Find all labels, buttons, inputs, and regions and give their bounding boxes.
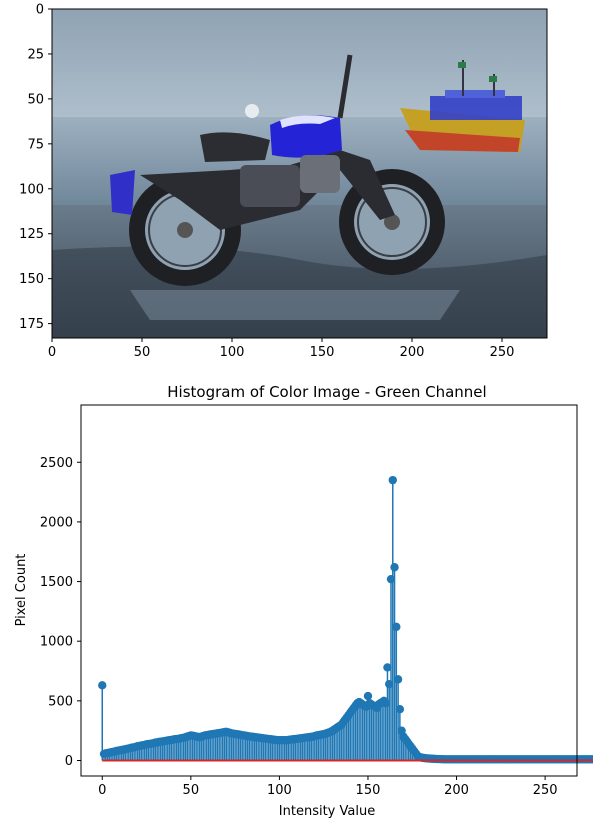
hist-y-tick-label: 1000	[40, 635, 73, 650]
hist-x-tick-label: 100	[267, 783, 292, 798]
image-x-tick-label: 250	[490, 345, 515, 360]
hist-x-tick-label: 200	[444, 783, 469, 798]
stem-marker	[363, 691, 373, 701]
chart-title: Histogram of Color Image - Green Channel	[167, 383, 486, 401]
image-y-tick-label: 150	[19, 272, 44, 287]
image-x-tick-label: 200	[400, 345, 425, 360]
image-axes: 0 50 100 150 200 250 0 25 50 75 100 125 150 175	[19, 3, 548, 360]
hist-y-tick-label: 2000	[40, 515, 73, 530]
hist-y-tick-label: 0	[65, 754, 73, 769]
image-y-tick-label: 125	[19, 227, 44, 242]
hist-x-tick-label: 50	[183, 783, 200, 798]
stem-marker	[388, 475, 397, 485]
stem-marker	[393, 675, 403, 684]
boat	[400, 60, 525, 152]
photo	[52, 9, 547, 338]
stem-marker	[395, 704, 405, 714]
image-y-tick-label: 100	[19, 182, 44, 197]
image-x-tick-label: 150	[310, 345, 335, 360]
hist-x-tick-label: 0	[98, 783, 106, 798]
histogram-axes: Histogram of Color Image - Green Channel…	[14, 383, 593, 819]
image-y-ticks: 0 25 50 75 100 125 150 175	[19, 3, 52, 332]
hist-y-tick-label: 1500	[40, 575, 73, 590]
image-x-ticks: 0 50 100 150 200 250	[48, 338, 515, 360]
histogram-markers	[98, 475, 593, 764]
hist-x-tick-label: 250	[533, 783, 558, 798]
image-y-tick-label: 50	[27, 92, 44, 107]
image-y-tick-label: 75	[27, 137, 44, 152]
plot-frame	[80, 404, 578, 777]
stem-marker	[381, 699, 390, 708]
stem-marker	[386, 574, 396, 584]
stem-marker	[392, 622, 401, 632]
image-y-tick-label: 175	[19, 317, 44, 332]
histogram-x-ticks: 0 50 100 150 200 250	[98, 776, 558, 798]
hist-y-tick-label: 500	[48, 694, 73, 709]
hist-y-tick-label: 2500	[40, 456, 73, 471]
histogram-y-ticks: 0 500 1000 1500 2000 2500	[40, 456, 81, 769]
stem-marker	[383, 663, 392, 672]
image-frame	[51, 8, 548, 339]
image-x-tick-label: 50	[134, 345, 151, 360]
stem-marker	[98, 681, 107, 690]
water-reflection	[130, 290, 460, 320]
stem-marker	[390, 563, 399, 572]
image-y-tick-label: 25	[27, 47, 44, 62]
motorcycle	[110, 54, 445, 286]
image-x-tick-label: 0	[48, 345, 56, 360]
image-y-tick-label: 0	[36, 3, 44, 18]
image-x-tick-label: 100	[220, 345, 245, 360]
y-axis-label: Pixel Count	[14, 554, 29, 627]
stem-marker	[385, 679, 394, 689]
hist-x-tick-label: 150	[356, 783, 381, 798]
x-axis-label: Intensity Value	[279, 804, 375, 819]
